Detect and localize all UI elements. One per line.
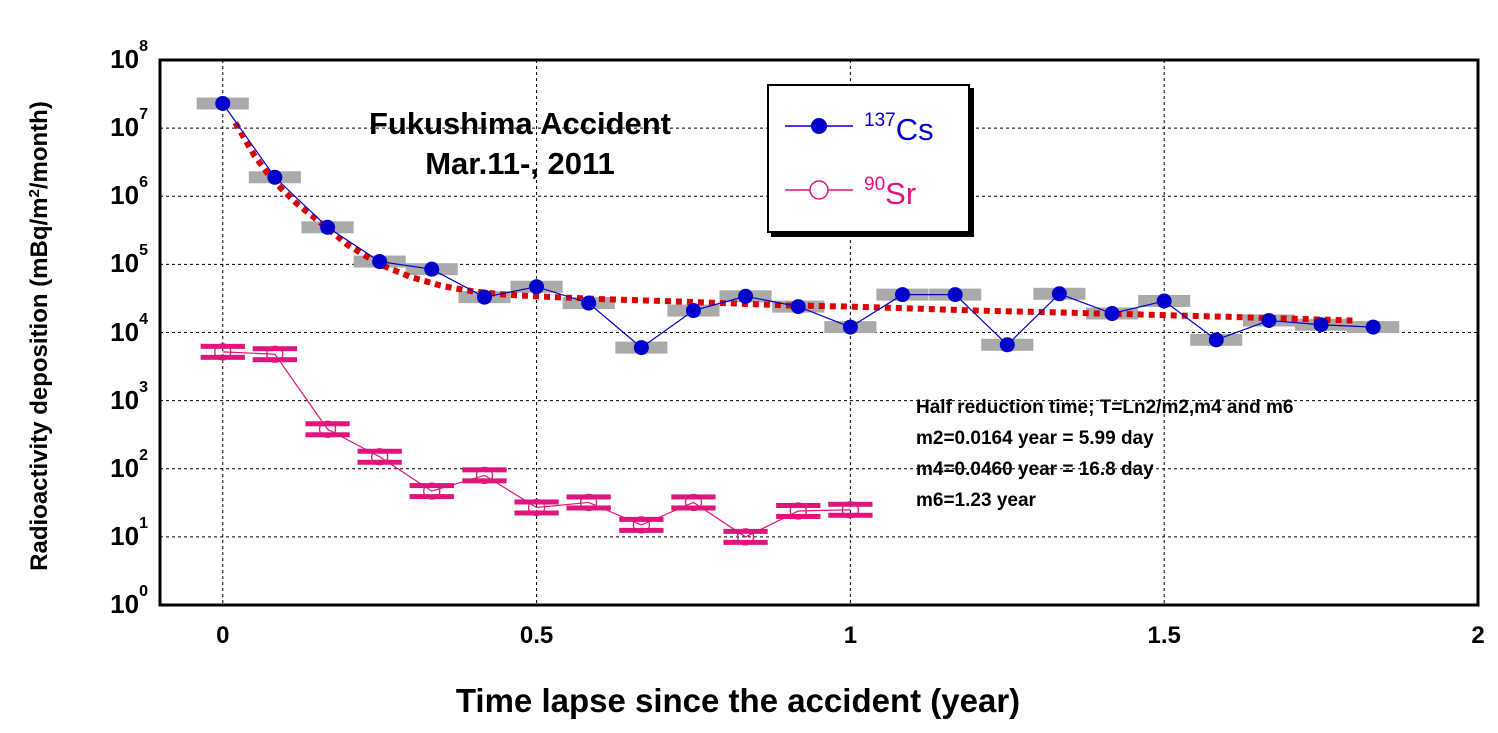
cs-point <box>894 287 910 303</box>
y-axis-label: Radioactivity deposition (mBq/m2/month) <box>26 101 53 571</box>
annotation-line: m2=0.0164 year = 5.99 day <box>916 428 1154 449</box>
legend-label-sr: 90Sr <box>864 174 917 211</box>
sr-line <box>222 351 851 538</box>
x-tick-label: 2 <box>1471 622 1485 649</box>
y-tick-label: 107 <box>110 106 148 143</box>
cs-point <box>1261 313 1277 329</box>
sr-bar <box>409 494 454 500</box>
sr-point <box>580 493 598 512</box>
y-tick-label: 104 <box>110 310 148 347</box>
sr-bar <box>357 459 402 465</box>
cs-point <box>842 319 858 335</box>
cs-point <box>633 340 649 356</box>
cs-point <box>790 299 806 315</box>
sr-bar <box>566 505 611 511</box>
sr-bar <box>776 502 821 508</box>
x-tick-label: 0 <box>216 622 230 649</box>
sr-bar <box>200 354 245 360</box>
cs-point <box>529 279 545 295</box>
sr-point <box>632 516 651 534</box>
sr-bar <box>305 421 350 427</box>
cs-point <box>476 289 492 305</box>
cs-point <box>1104 306 1120 322</box>
sr-bar <box>828 512 873 518</box>
sr-bar <box>566 494 611 500</box>
cs-point <box>1156 293 1172 309</box>
cs-point <box>320 219 336 235</box>
sr-bar <box>514 510 559 516</box>
sr-bar <box>357 448 402 454</box>
y-tick-label: 108 <box>110 38 148 74</box>
sr-bar <box>619 516 664 522</box>
y-tick-label: 101 <box>110 514 148 551</box>
sr-bar <box>462 467 507 473</box>
cs-point <box>424 261 440 277</box>
sr-bar <box>462 478 507 484</box>
sr-point <box>475 466 494 485</box>
y-tick-label: 106 <box>110 174 148 211</box>
sr-point <box>318 420 337 438</box>
plot-frame <box>158 58 1480 607</box>
sr-point <box>789 502 807 520</box>
sr-point <box>736 528 755 546</box>
annotation-line: m6=1.23 year <box>916 490 1036 511</box>
cs-point <box>738 288 754 304</box>
cs-point <box>1051 286 1067 302</box>
grid-lines <box>160 60 1478 605</box>
y-tick-label: 103 <box>110 378 148 415</box>
y-tick-label: 100 <box>110 583 148 619</box>
sr-bar <box>619 527 664 533</box>
chart-title: Fukushima Accident Mar.11-, 2011 <box>300 104 740 184</box>
sr-bar <box>723 528 768 534</box>
legend-swatch-cs <box>785 118 853 134</box>
sr-bar <box>409 483 454 489</box>
x-tick-label: 1.5 <box>1147 622 1181 649</box>
sr-bar <box>252 346 297 352</box>
half-time-annotation: Half reduction time; T=Ln2/m2,m4 and m6 … <box>916 392 1293 516</box>
x-tick-label: 0.5 <box>519 622 554 649</box>
sr-bar <box>200 343 245 349</box>
sr-bar <box>671 494 716 500</box>
cs-point <box>999 337 1015 353</box>
sr-point <box>214 343 232 361</box>
title-line-1: Fukushima Accident <box>368 106 672 141</box>
data-marks <box>214 95 1381 546</box>
sr-bar <box>828 501 873 507</box>
sr-point <box>371 448 389 466</box>
cs-point <box>685 303 701 319</box>
annotation-line: Half reduction time; T=Ln2/m2,m4 and m6 <box>916 397 1294 418</box>
x-axis-label: Time lapse since the accident (year) <box>455 682 1021 719</box>
cs-point <box>215 95 231 111</box>
sr-point <box>841 501 860 519</box>
sr-bar <box>671 505 716 511</box>
legend-item-cs: 137Cs <box>769 102 968 152</box>
cs-point <box>947 287 963 303</box>
legend-label-cs: 137Cs <box>864 110 934 147</box>
cs-point <box>267 169 283 185</box>
sr-point <box>684 493 703 512</box>
legend-swatch-sr <box>785 180 853 200</box>
sr-bar <box>723 539 768 545</box>
legend: 137Cs 90Sr <box>767 84 970 233</box>
cs-point <box>372 254 388 270</box>
cs-point <box>1313 317 1329 333</box>
sr-point <box>266 345 284 363</box>
sr-point <box>423 482 441 500</box>
cs-point <box>1208 332 1224 348</box>
sr-bar <box>776 513 821 519</box>
cs-point <box>581 295 597 311</box>
legend-item-sr: 90Sr <box>769 166 968 216</box>
sr-bar <box>252 357 297 363</box>
sr-bar <box>305 432 350 438</box>
title-line-2: Mar.11-, 2011 <box>425 146 615 181</box>
y-tick-label: 105 <box>110 242 148 279</box>
annotation-line: m4=0.0460 year = 16.8 day <box>916 459 1154 480</box>
x-tick-label: 1 <box>843 622 858 649</box>
sr-point <box>527 498 546 517</box>
cs-point <box>1365 319 1381 335</box>
sr-bar <box>514 499 559 505</box>
y-tick-label: 102 <box>110 446 148 483</box>
